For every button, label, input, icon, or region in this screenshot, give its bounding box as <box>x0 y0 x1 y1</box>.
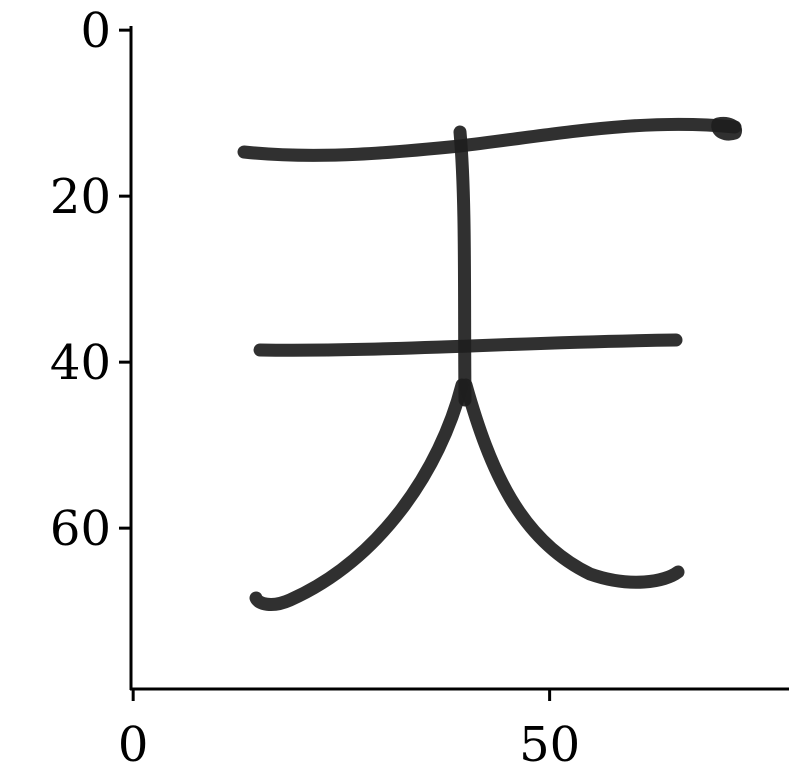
stroke <box>453 125 472 407</box>
image-content <box>237 117 742 611</box>
stroke <box>711 117 742 141</box>
y-tick-label: 40 <box>50 335 111 391</box>
stroke <box>237 117 742 162</box>
stroke <box>249 378 469 611</box>
stroke <box>253 333 683 357</box>
stroke <box>459 378 685 589</box>
y-tick-label: 20 <box>50 169 111 225</box>
x-tick-label: 0 <box>118 717 149 773</box>
y-tick-label: 60 <box>50 501 111 557</box>
x-tick-label: 50 <box>519 717 580 773</box>
y-tick-label: 0 <box>80 3 111 59</box>
axes <box>129 26 789 691</box>
